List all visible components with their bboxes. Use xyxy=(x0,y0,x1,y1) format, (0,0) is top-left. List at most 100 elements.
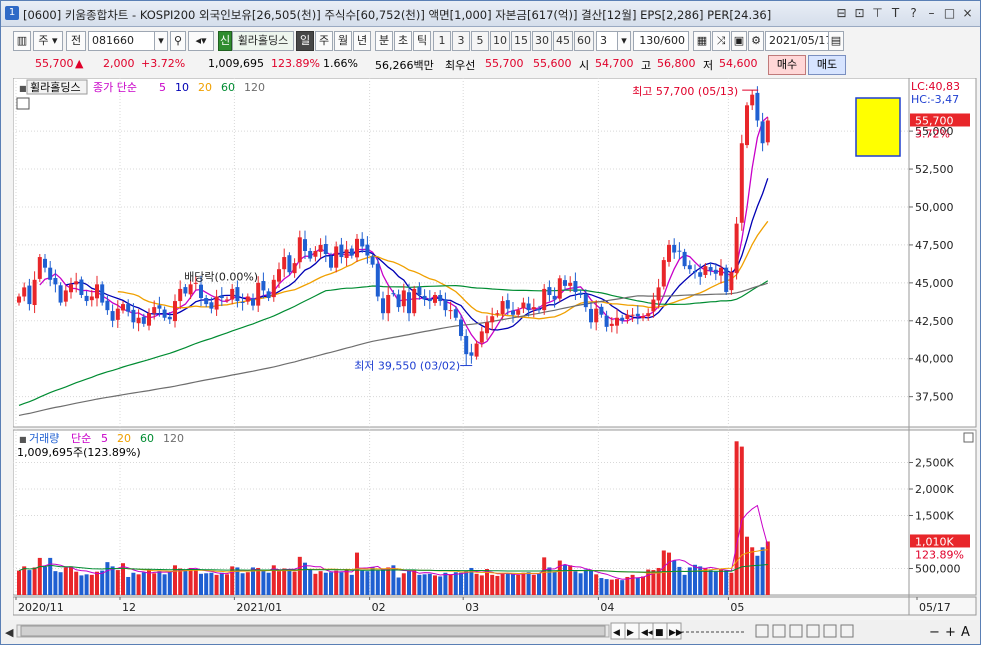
indicator-icon[interactable]: ▦ xyxy=(693,31,711,51)
zoom-in-button[interactable]: + xyxy=(945,625,956,640)
table-icon[interactable] xyxy=(755,624,769,638)
period-tick[interactable]: 틱 xyxy=(413,31,431,51)
gear-icon[interactable]: ⚙ xyxy=(748,31,764,51)
period-day[interactable]: 일 xyxy=(296,31,314,51)
stock-code-input[interactable]: 081660 xyxy=(88,31,156,51)
volume-bar xyxy=(230,566,235,595)
layout-icon[interactable]: ⊟ xyxy=(836,6,847,20)
period-second[interactable]: 초 xyxy=(394,31,412,51)
sell-button[interactable]: 매도 xyxy=(808,55,846,75)
code-dropdown-icon[interactable]: ▾ xyxy=(154,31,168,51)
fast-forward-icon[interactable]: ▶▶ xyxy=(669,628,683,638)
volume-bar xyxy=(313,573,318,595)
title-bar[interactable]: 1 [0600] 키움종합차트 - KOSPI200 외국인보유[26,505(… xyxy=(1,1,980,27)
buy-button[interactable]: 매수 xyxy=(768,55,806,75)
interval-dropdown-icon[interactable]: ▾ xyxy=(617,31,631,51)
period-month[interactable]: 월 xyxy=(334,31,352,51)
maximize-button[interactable]: □ xyxy=(943,6,956,20)
vol-legend-period: 5 xyxy=(101,432,108,445)
candle-body xyxy=(667,244,671,262)
candle-body xyxy=(459,319,463,336)
volume-bar xyxy=(100,570,105,595)
close-button[interactable]: × xyxy=(962,6,973,20)
price-panel xyxy=(12,77,977,428)
candle-body xyxy=(32,279,37,306)
legend-marker-icon: ■ xyxy=(19,84,27,93)
rewind-icon[interactable]: ▶ xyxy=(627,628,634,638)
interval-10[interactable]: 10 xyxy=(490,31,510,51)
zoom-out-button[interactable]: − xyxy=(929,625,940,640)
stop-icon[interactable]: ■ xyxy=(655,628,664,638)
data-count-input[interactable]: 130/600 xyxy=(633,31,689,51)
speaker-icon[interactable]: ◂▾ xyxy=(188,31,214,51)
auto-scale-button[interactable]: A xyxy=(961,625,970,640)
interval-45[interactable]: 45 xyxy=(553,31,573,51)
period-year[interactable]: 년 xyxy=(353,31,371,51)
interval-1[interactable]: 1 xyxy=(433,31,451,51)
candle-body xyxy=(568,282,573,286)
interval-3[interactable]: 3 xyxy=(452,31,470,51)
fast-forward-icon-box[interactable] xyxy=(666,622,682,640)
volume-bar xyxy=(589,570,593,595)
zoom-fit-icon[interactable] xyxy=(789,624,803,638)
volume-bar xyxy=(682,574,687,595)
price-tick-label: 47,500 xyxy=(915,239,954,252)
candle-body xyxy=(313,250,318,257)
volume-bar xyxy=(183,570,188,595)
chart-svg[interactable]: 55,000 52,500 50,000 47,500 45,000 42,500 40,0… xyxy=(12,77,977,618)
menu-icon[interactable]: ▥ xyxy=(13,31,31,51)
date-input[interactable]: 2021/05/17 xyxy=(765,31,832,51)
chart-area[interactable]: 55,000 52,500 50,000 47,500 45,000 42,500 40,0… xyxy=(12,77,977,618)
candle-body xyxy=(115,308,120,320)
brush-icon[interactable] xyxy=(806,624,820,638)
volume-bar xyxy=(136,574,141,595)
interval-5[interactable]: 5 xyxy=(471,31,489,51)
candle-body xyxy=(542,288,547,311)
volume-bar xyxy=(63,567,68,595)
volume-bar xyxy=(235,567,240,595)
scrollbar-thumb[interactable] xyxy=(20,625,606,637)
candle-body xyxy=(625,314,630,319)
scroll-right-icon[interactable]: ◀ xyxy=(613,628,620,638)
volume-bar xyxy=(261,570,266,595)
prev-button[interactable]: 전 xyxy=(66,31,86,51)
font-icon[interactable]: T xyxy=(891,6,900,20)
save-icon[interactable]: ▣ xyxy=(731,31,747,51)
period-minute[interactable]: 분 xyxy=(375,31,393,51)
market-select[interactable]: 주 ▾ xyxy=(33,31,63,51)
candle-body xyxy=(531,307,536,310)
candle-body xyxy=(37,257,42,279)
help-icon[interactable]: ? xyxy=(910,6,917,20)
interval-input[interactable]: 3 xyxy=(596,31,618,51)
bottom-controls[interactable]: ◀ ◀ ▶ ◀◀ ■ ▶▶ − + A xyxy=(1,620,980,644)
prev-icon[interactable]: ◀◀ xyxy=(641,628,655,638)
drawing-tool-icon[interactable]: ⤨ xyxy=(712,31,730,51)
x-tick-label: 03 xyxy=(465,601,479,614)
period-week[interactable]: 주 xyxy=(315,31,333,51)
candle-body xyxy=(105,300,110,311)
magnifier-icon[interactable] xyxy=(840,624,854,638)
candle-body xyxy=(635,313,640,317)
vol-legend-name: 거래량 xyxy=(29,432,59,445)
pin-icon[interactable]: ⊤ xyxy=(872,6,883,20)
grid-icon[interactable] xyxy=(772,624,786,638)
candle-body xyxy=(583,294,588,308)
candle-body xyxy=(745,105,749,146)
move-icon[interactable] xyxy=(823,624,837,638)
calendar-icon[interactable]: ▤ xyxy=(828,31,844,51)
up-arrow-icon: ▲ xyxy=(75,57,84,70)
volume-bar xyxy=(656,567,661,595)
candle-body xyxy=(58,285,63,303)
interval-30[interactable]: 30 xyxy=(532,31,552,51)
volume-bar xyxy=(407,570,411,595)
interval-60[interactable]: 60 xyxy=(574,31,594,51)
candle-body xyxy=(646,313,651,317)
split-icon[interactable]: ⊡ xyxy=(854,6,865,20)
search-icon[interactable]: ⚲ xyxy=(170,31,186,51)
scroll-left-icon[interactable]: ◀ xyxy=(5,626,14,639)
ma20-line xyxy=(117,220,769,320)
minimize-button[interactable]: – xyxy=(928,6,935,20)
candle-body xyxy=(375,263,380,297)
interval-15[interactable]: 15 xyxy=(511,31,531,51)
candle-body xyxy=(131,309,136,323)
